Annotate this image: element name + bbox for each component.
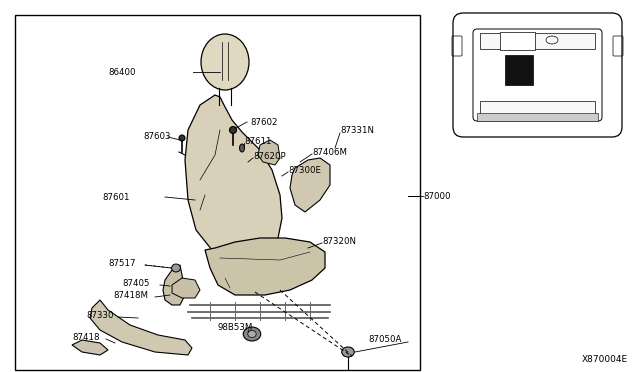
Polygon shape: [172, 278, 200, 298]
Ellipse shape: [179, 135, 185, 141]
Bar: [480, 33, 595, 49]
Text: 87601: 87601: [102, 192, 129, 202]
Text: 87330: 87330: [86, 311, 113, 320]
Text: 87611: 87611: [244, 137, 271, 145]
Ellipse shape: [243, 327, 260, 341]
Polygon shape: [90, 300, 192, 355]
Polygon shape: [290, 158, 330, 212]
Text: 87320N: 87320N: [322, 237, 356, 246]
Text: 87300E: 87300E: [288, 166, 321, 174]
Polygon shape: [185, 95, 282, 260]
Text: X870004E: X870004E: [582, 355, 628, 364]
Text: 87603: 87603: [143, 131, 170, 141]
Ellipse shape: [239, 144, 244, 152]
Text: 87405: 87405: [122, 279, 150, 288]
Text: 87418M: 87418M: [113, 291, 148, 299]
Polygon shape: [163, 265, 185, 305]
Bar: [477, 113, 598, 121]
Polygon shape: [72, 340, 108, 355]
Ellipse shape: [172, 264, 180, 272]
Text: 87620P: 87620P: [253, 151, 285, 160]
Text: 98B53M: 98B53M: [218, 324, 253, 333]
Bar: [15, 15, 420, 370]
Bar: [480, 101, 595, 117]
Text: 87517: 87517: [108, 259, 136, 267]
Ellipse shape: [342, 347, 355, 357]
Bar: [505, 55, 533, 85]
Text: 87602: 87602: [250, 118, 278, 126]
Text: 86400: 86400: [108, 67, 136, 77]
Ellipse shape: [201, 34, 249, 90]
Text: 87050A: 87050A: [368, 336, 401, 344]
Text: 87000: 87000: [423, 192, 451, 201]
Ellipse shape: [230, 126, 237, 134]
Text: 87406M: 87406M: [312, 148, 347, 157]
Polygon shape: [205, 238, 325, 295]
Text: 87331N: 87331N: [340, 125, 374, 135]
Ellipse shape: [248, 330, 256, 337]
Text: 87418: 87418: [72, 333, 99, 341]
Polygon shape: [258, 140, 280, 165]
Bar: [500, 32, 535, 50]
